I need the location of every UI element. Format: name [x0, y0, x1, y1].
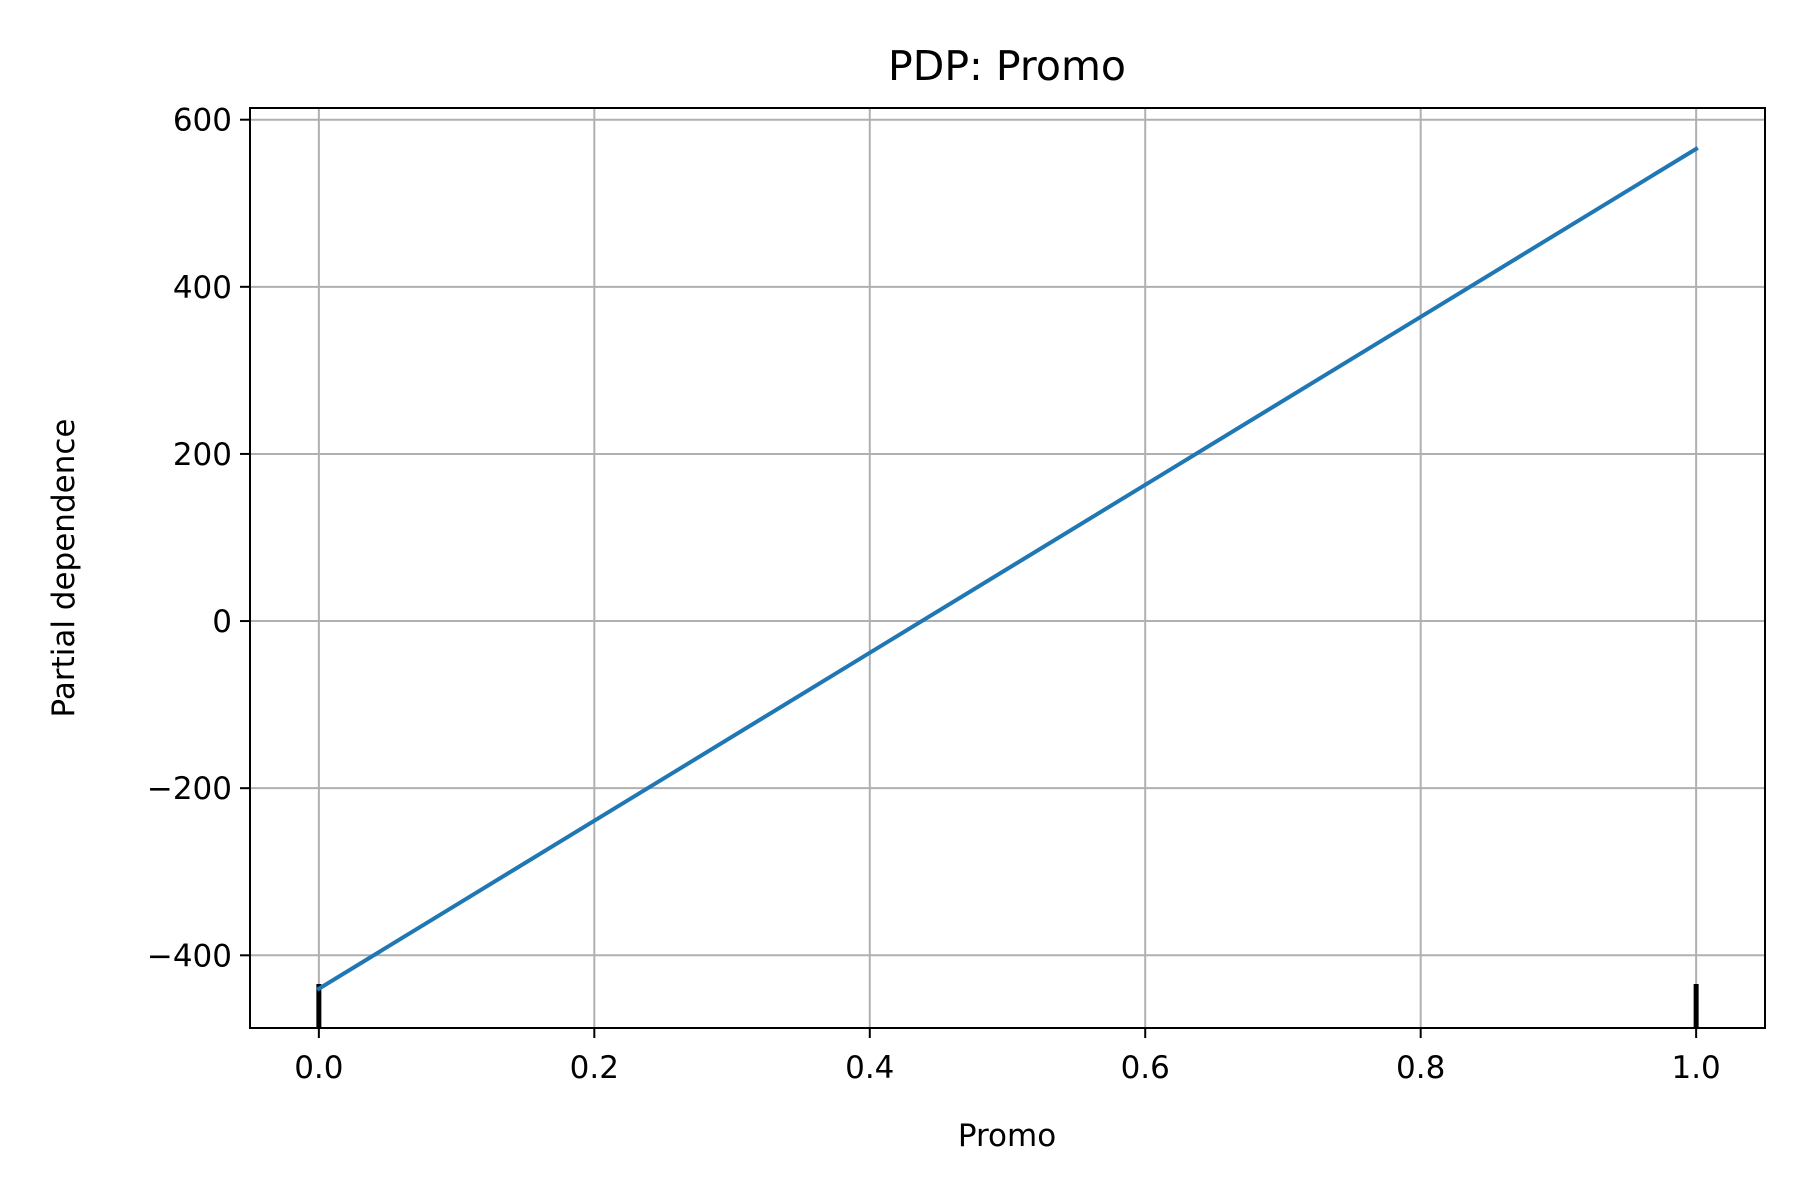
chart-title: PDP: Promo — [888, 42, 1126, 90]
x-tick-label: 0.6 — [1121, 1050, 1170, 1086]
x-axis-ticks: 0.0 0.2 0.4 0.6 0.8 1.0 — [294, 1028, 1721, 1086]
plot-frame — [249, 107, 1766, 1029]
y-axis-ticks: −400 −200 0 200 400 600 — [147, 103, 250, 974]
x-tick-label: 0.0 — [294, 1050, 343, 1086]
y-tick-label: 200 — [173, 437, 232, 473]
x-tick-label: 1.0 — [1671, 1050, 1720, 1086]
y-tick-label: 0 — [212, 604, 232, 640]
y-tick-label: −400 — [147, 938, 232, 974]
y-axis-label: Partial dependence — [46, 419, 82, 718]
x-tick-label: 0.8 — [1396, 1050, 1445, 1086]
y-tick-label: 600 — [173, 103, 232, 139]
y-tick-label: −200 — [147, 771, 232, 807]
x-tick-label: 0.4 — [845, 1050, 894, 1086]
x-tick-label: 0.2 — [570, 1050, 619, 1086]
rug-marks — [316, 984, 1699, 1028]
pdp-line — [316, 146, 1699, 992]
series-lines — [316, 146, 1699, 992]
x-axis-label: Promo — [958, 1118, 1056, 1154]
y-tick-label: 400 — [173, 270, 232, 306]
grid-lines — [250, 108, 1765, 1028]
